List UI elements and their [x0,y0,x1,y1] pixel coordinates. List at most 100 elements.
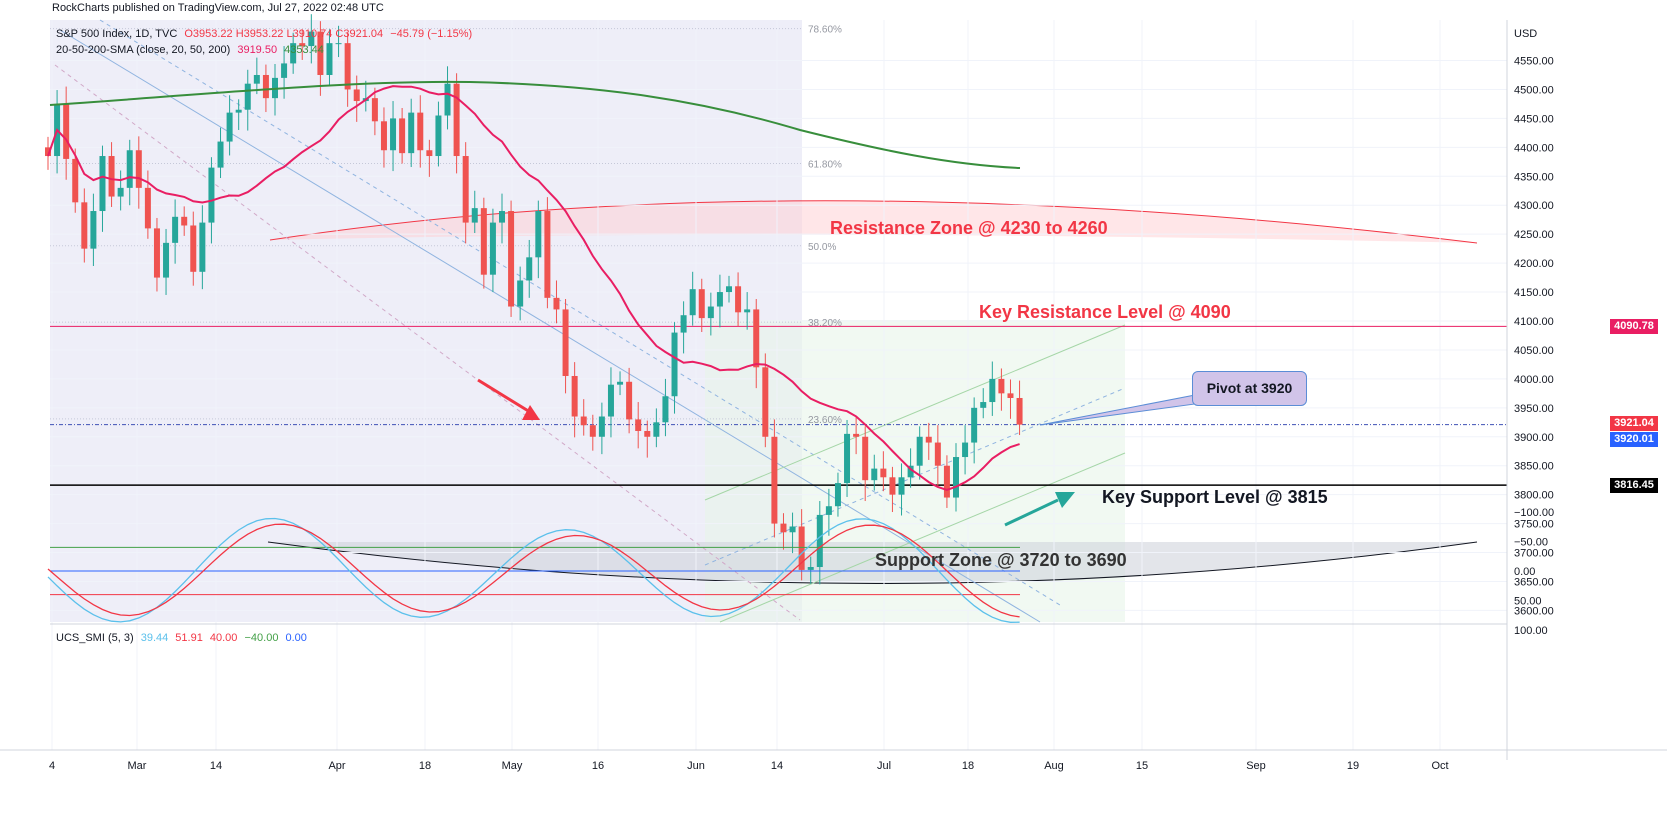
candle-body [716,292,723,307]
candle-body [789,526,796,533]
candle-body [144,187,151,229]
candle-body [135,150,142,188]
candle-body [844,433,851,484]
candle-body [834,483,841,507]
up-channel-mid [704,387,1126,566]
candle-body [989,378,996,403]
fib-label: 38.20% [808,318,842,329]
time-tick-label: 14 [771,760,783,772]
candle-body [680,315,687,333]
time-tick-label: 16 [592,760,604,772]
currency-label: USD [1514,28,1537,40]
candle-body [417,112,424,151]
candle-body [444,83,451,116]
candle-body [81,202,88,249]
sma-20-line [47,85,1020,492]
candles-layer[interactable] [45,14,1023,585]
down-channel-lower [54,64,801,621]
price-tag: 4090.78 [1610,319,1658,335]
candle-body [108,156,115,197]
candle-body [90,211,97,249]
axes-layer: USD 3600.00 3650.00 3700.00 3750.00 3800.00 38… [0,20,1667,772]
smi-indicator-layer [47,517,1507,625]
candle-body [317,31,324,75]
price-tag: 3920.01 [1610,432,1658,448]
price-tick-label: 4200.00 [1514,258,1554,270]
candle-body [753,309,760,368]
key-support-label: Key Support Level @ 3815 [1102,487,1328,507]
smi-upper-level: 40.00 [209,632,238,644]
candle-body [698,289,705,319]
price-change: −45.79 (−1.15%) [390,28,473,40]
candle-body [617,381,624,385]
price-tick-label: 3800.00 [1514,490,1554,502]
candle-body [199,222,206,272]
time-tick-label: May [502,760,523,772]
candle-body [580,416,587,426]
support-zone-arc [267,541,1478,584]
candle-body [353,89,360,102]
smi-value-fast: 39.44 [140,632,169,644]
candle-body [517,280,524,307]
price-tick-label: 4550.00 [1514,56,1554,68]
price-tick-label: 3900.00 [1514,432,1554,444]
time-tick-label: Jun [687,760,705,772]
candle-body [598,416,605,437]
candle-body [244,83,251,110]
candle-body [735,286,742,313]
bearish-arrow-head [522,405,540,420]
candle-body [880,468,887,478]
candle-body [544,211,551,298]
resistance-zone-arc [269,200,1478,244]
candle-body [898,477,905,495]
sma20-value: 3919.50 [237,44,278,56]
smi-label[interactable]: UCS_SMI (5, 3) [56,632,134,644]
candle-body [462,156,469,223]
price-tick-label: 3850.00 [1514,461,1554,473]
smi-fast-line [47,517,1020,623]
time-tick-label: 15 [1136,760,1148,772]
symbol-name[interactable]: S&P 500 Index, 1D, TVC [56,28,178,40]
candle-body [399,118,406,154]
candle-body [607,384,614,417]
candle-body [281,63,288,78]
candle-body [907,465,914,478]
candle-body [489,222,496,275]
price-tick-label: 3750.00 [1514,519,1554,531]
candle-body [744,309,751,313]
candle-body [807,567,814,570]
time-tick-label: Sep [1246,760,1266,772]
sma200-value: 4353.44 [284,44,324,56]
candle-body [889,477,896,495]
sma-200-line [49,80,1021,169]
candle-body [335,43,342,45]
candle-body [172,216,179,243]
candle-body [408,112,415,154]
candle-body [726,286,732,293]
candle-body [126,150,133,188]
published-by: RockCharts published on TradingView.com,… [52,2,384,14]
sma-label[interactable]: 20-50-200-SMA (close, 20, 50, 200) [56,44,231,56]
candle-body [262,74,269,99]
candle-body [862,436,869,481]
smi-tick-label: 50.00 [1514,596,1542,608]
price-tick-label: 4100.00 [1514,316,1554,328]
candle-body [971,407,978,443]
candle-body [707,306,714,319]
price-tick-label: 4050.00 [1514,345,1554,357]
candle-body [589,425,596,437]
up-channel-lower [719,452,1126,623]
candle-body [853,433,860,437]
candle-body [217,141,224,168]
candle-body [626,381,633,420]
time-tick-label: 18 [419,760,431,772]
sma-legend: 20-50-200-SMA (close, 20, 50, 200) 3919.… [56,44,328,56]
candle-body [208,167,215,223]
time-tick-label: 18 [962,760,974,772]
candle-body [980,402,987,408]
price-tag: 3816.45 [1610,478,1658,494]
candle-body [943,465,950,498]
candle-body [571,375,578,417]
candle-body [934,442,941,466]
